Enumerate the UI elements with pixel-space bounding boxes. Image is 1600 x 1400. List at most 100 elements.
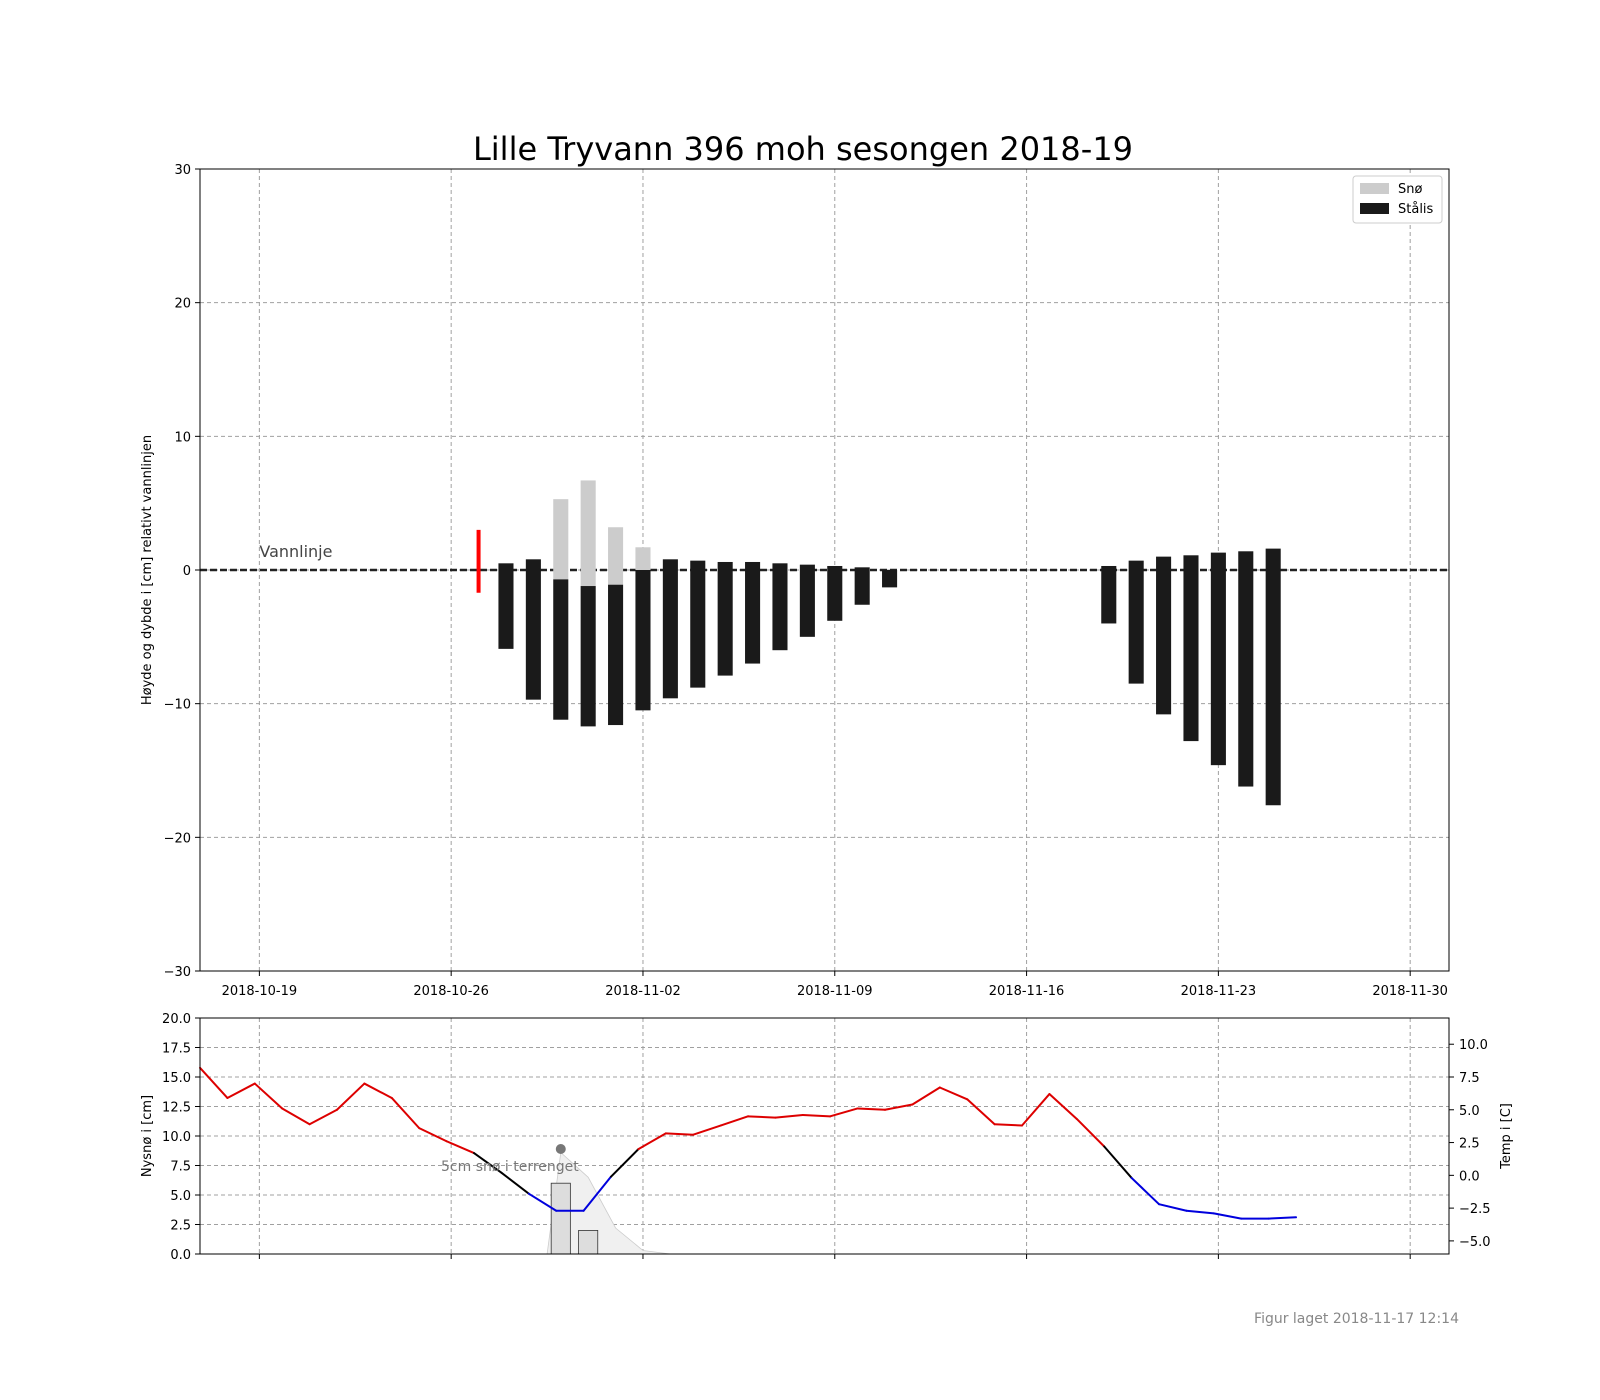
ice-bar	[690, 560, 706, 688]
temperature-segment	[363, 1082, 393, 1099]
ice-bar	[745, 561, 761, 664]
temperature-segment	[1048, 1093, 1078, 1120]
ice-bar	[525, 559, 541, 700]
ice-bar	[498, 563, 514, 649]
terrain-snow-area	[200, 1151, 1449, 1255]
legend: Snø Stålis	[1352, 175, 1443, 224]
ice-bar	[635, 570, 651, 711]
temperature-segment	[938, 1086, 969, 1101]
temperature-segment	[473, 1152, 503, 1174]
temperature-segment	[966, 1098, 996, 1126]
ice-bar	[1183, 555, 1199, 742]
snow-bar	[635, 547, 651, 570]
temperature-segment	[993, 1123, 1024, 1127]
weather-y-tick-label: 12.5	[162, 1101, 191, 1116]
chart-title: Lille Tryvann 396 moh sesongen 2018-19	[473, 130, 1133, 168]
temperature-segment	[199, 1066, 229, 1099]
temperature-segment	[829, 1107, 859, 1118]
weather-y-tick-label: 20.0	[162, 1012, 191, 1027]
snow-bar	[608, 527, 624, 585]
temperature-segment	[1021, 1093, 1051, 1127]
temperature-segment	[500, 1171, 530, 1195]
temperature-segment	[1103, 1145, 1133, 1179]
temperature-segment	[527, 1192, 558, 1212]
main-y-axis-label: Høyde og dybde i [cm] relativt vannlinje…	[140, 435, 155, 705]
new-snow-bar	[550, 1182, 571, 1255]
temperature-segment	[253, 1082, 284, 1110]
ice-bar	[799, 564, 815, 637]
main-x-tick-label: 2018-11-23	[1181, 984, 1257, 999]
temperature-segment	[911, 1086, 941, 1106]
main-y-tick-label: −20	[164, 831, 191, 846]
main-x-tick-label: 2018-10-19	[222, 984, 298, 999]
main-y-tick-label: 10	[174, 430, 191, 445]
temperature-segment	[692, 1124, 722, 1136]
temperature-segment	[390, 1096, 421, 1130]
weather-y-tick-label: 10.0	[162, 1130, 191, 1145]
weather-y2-axis-label: Temp i [C]	[1499, 1103, 1514, 1170]
weather-y-tick-label: 2.5	[170, 1219, 191, 1234]
ice-bar	[608, 584, 624, 726]
weather-x-ticks	[258, 1254, 1411, 1259]
weather-y-axis-label: Nysnø i [cm]	[140, 1095, 155, 1177]
weather-chart: 5cm snø i terrenget 0.0 2.5 5.0 7.5 10.0 12.5…	[140, 1012, 1514, 1263]
weather-y2-tick-label: 0.0	[1459, 1169, 1480, 1184]
main-y-ticks: −30 −20 −10 0 10 20 30	[164, 163, 200, 980]
temperature-segment	[418, 1127, 448, 1143]
temperature-segment	[637, 1132, 667, 1151]
weather-y2-tick-label: 7.5	[1459, 1071, 1480, 1086]
main-y-tick-label: −10	[164, 698, 191, 713]
main-y-tick-label: 30	[174, 163, 191, 178]
legend-swatch-ice	[1360, 203, 1389, 214]
weather-y-tick-label: 5.0	[170, 1189, 191, 1204]
temperature-segment	[610, 1148, 640, 1178]
main-x-tick-label: 2018-11-02	[605, 984, 681, 999]
temperature-line	[199, 1066, 1298, 1220]
ice-bar	[1101, 565, 1117, 624]
main-y-tick-label: 20	[174, 297, 191, 312]
temperature-segment	[582, 1175, 613, 1212]
ice-bar	[827, 565, 843, 621]
terrain-snow-annotation: 5cm snø i terrenget	[441, 1159, 579, 1175]
snow-bar	[580, 480, 596, 587]
ice-bar	[882, 570, 898, 588]
snow-bar	[553, 499, 569, 580]
ice-bar	[1156, 556, 1172, 715]
ice-bar	[1265, 548, 1281, 806]
temperature-segment	[884, 1103, 914, 1111]
main-bars	[498, 480, 1281, 806]
temperature-segment	[1185, 1209, 1215, 1215]
temperature-segment	[1267, 1216, 1298, 1220]
temperature-segment	[1158, 1203, 1188, 1212]
new-snow-bars	[550, 1182, 599, 1255]
weather-y2-tick-label: 10.0	[1459, 1038, 1488, 1053]
main-x-tick-label: 2018-11-09	[797, 984, 873, 999]
temperature-segment	[226, 1082, 256, 1099]
temperature-segment	[856, 1107, 887, 1111]
figure-footer: Figur laget 2018-11-17 12:14	[1254, 1311, 1459, 1327]
weather-y2-ticks: −5.0 −2.5 0.0 2.5 5.0 7.5 10.0	[1449, 1038, 1491, 1250]
weather-y2-tick-label: −5.0	[1459, 1235, 1491, 1250]
temperature-segment	[719, 1115, 750, 1127]
weather-y-ticks: 0.0 2.5 5.0 7.5 10.0 12.5 15.0 17.5 20.0	[162, 1012, 200, 1263]
waterline-label: Vannlinje	[259, 542, 332, 561]
terrain-snow-marker	[555, 1143, 566, 1154]
temperature-segment	[1130, 1176, 1161, 1206]
temperature-segment	[1075, 1117, 1106, 1148]
weather-y2-tick-label: −2.5	[1459, 1202, 1491, 1217]
temperature-segment	[774, 1114, 804, 1119]
ice-bar	[717, 561, 733, 676]
legend-swatch-snow	[1360, 183, 1389, 194]
ice-bar	[553, 579, 569, 720]
temperature-segment	[281, 1107, 311, 1126]
main-y-tick-label: −30	[164, 965, 191, 980]
temperature-segment	[445, 1140, 476, 1155]
temperature-segment	[747, 1115, 777, 1119]
ice-bar	[772, 563, 788, 651]
temperature-segment	[336, 1082, 366, 1111]
main-x-tick-label: 2018-10-26	[413, 984, 489, 999]
weather-y2-tick-label: 2.5	[1459, 1137, 1480, 1152]
weather-y-tick-label: 7.5	[170, 1160, 191, 1175]
